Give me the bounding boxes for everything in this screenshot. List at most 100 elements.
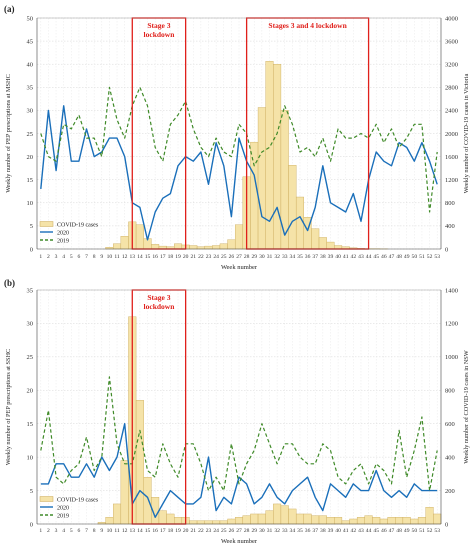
y-tick-label-right: 800 [445,388,455,395]
x-tick-label: 20 [183,528,189,534]
x-tick-label: 8 [93,528,96,534]
x-tick-label: 4 [62,528,65,534]
x-tick-label: 10 [107,528,113,534]
x-tick-label: 36 [305,254,311,260]
x-tick-label: 1 [39,528,42,534]
x-tick-label: 20 [183,254,189,260]
x-tick-label: 33 [282,528,288,534]
cases-bar [387,517,396,525]
x-tick-label: 11 [114,528,120,534]
cases-bar [364,515,373,525]
cases-bar [433,513,442,525]
x-tick-label: 45 [373,528,379,534]
x-tick-label: 44 [366,254,372,260]
cases-bar [425,507,434,525]
y-tick-label-right: 2000 [445,131,458,138]
cases-bar [250,513,259,525]
series-line-2020 [40,423,438,518]
y-tick-label-left: 15 [27,421,34,428]
y-tick-label-left: 10 [27,454,34,461]
y-axis-label-right: Weekly number of COVID-19 cases in Victo… [463,73,470,193]
x-tick-label: 45 [373,254,379,260]
x-tick-label: 2 [47,528,50,534]
y-axis-label-left: Weekly number of PEP prescriptions at SS… [5,349,12,465]
cases-bar [151,244,160,250]
cases-bar [318,515,327,525]
x-tick-label: 51 [419,528,425,534]
x-tick-label: 44 [366,528,372,534]
x-tick-label: 32 [274,254,280,260]
y-tick-label-right: 0 [445,521,448,528]
x-tick-label: 48 [396,254,402,260]
cases-bar [280,110,289,250]
x-tick-label: 36 [305,528,311,534]
x-tick-label: 21 [190,528,196,534]
x-tick-label: 47 [389,254,395,260]
panel-label: (a) [4,4,15,14]
x-tick-label: 7 [85,254,88,260]
x-tick-label: 3 [55,254,58,260]
x-tick-label: 23 [206,528,212,534]
cases-bar [372,517,381,525]
y-tick-label-left: 20 [27,154,34,161]
y-tick-label-right: 200 [445,488,455,495]
x-tick-label: 24 [213,254,219,260]
x-tick-label: 30 [259,254,265,260]
x-tick-label: 37 [312,528,318,534]
x-tick-label: 30 [259,528,265,534]
cases-bar [219,243,228,250]
y-tick-label-left: 5 [30,223,33,230]
x-tick-label: 16 [152,528,158,534]
x-tick-label: 49 [404,254,410,260]
cases-bar [326,517,335,525]
x-tick-label: 43 [358,528,364,534]
y-tick-label-left: 20 [27,388,34,395]
y-tick-label-left: 0 [30,246,33,253]
x-tick-label: 14 [137,528,143,534]
legend-entry: 2020 [57,506,69,512]
lockdown-label: lockdown [144,30,176,39]
series-line-2020 [40,105,438,241]
x-tick-label: 43 [358,254,364,260]
cases-bar [280,505,289,525]
cases-bar [212,520,221,525]
x-tick-label: 4 [62,254,65,260]
x-tick-label: 37 [312,254,318,260]
x-tick-label: 40 [335,528,341,534]
cases-bar [174,517,183,525]
x-tick-label: 49 [404,528,410,534]
cases-bar [273,503,282,525]
legend-entry: 2019 [57,514,69,520]
y-tick-label-right: 1200 [445,177,458,184]
y-axis-label-left: Weekly number of PEP prescriptions at MS… [5,74,12,193]
x-tick-label: 35 [297,528,303,534]
y-tick-label-right: 600 [445,421,455,428]
x-tick-label: 17 [160,254,166,260]
cases-bar [234,224,244,250]
cases-bar [204,520,213,525]
x-tick-label: 14 [137,254,143,260]
cases-bar [410,518,419,525]
cases-bar [135,224,144,250]
legend-entry: COVID-19 cases [57,223,99,229]
cases-bar [196,520,205,525]
x-tick-label: 22 [198,254,204,260]
cases-bar [395,517,404,525]
x-tick-label: 35 [297,254,303,260]
x-tick-label: 41 [343,254,349,260]
x-tick-label: 42 [351,254,357,260]
legend-entry: COVID-19 cases [57,498,99,504]
x-tick-label: 18 [168,528,174,534]
x-tick-label: 5 [70,254,73,260]
x-tick-label: 53 [434,254,440,260]
cases-bar [273,63,282,250]
x-tick-label: 26 [229,528,235,534]
cases-bar [212,245,221,250]
cases-bar [143,477,152,525]
cases-bar [349,518,358,525]
x-tick-label: 19 [175,254,181,260]
y-tick-label-right: 3200 [445,62,458,69]
legend-entry: 2020 [57,231,69,237]
x-tick-label: 53 [434,528,440,534]
